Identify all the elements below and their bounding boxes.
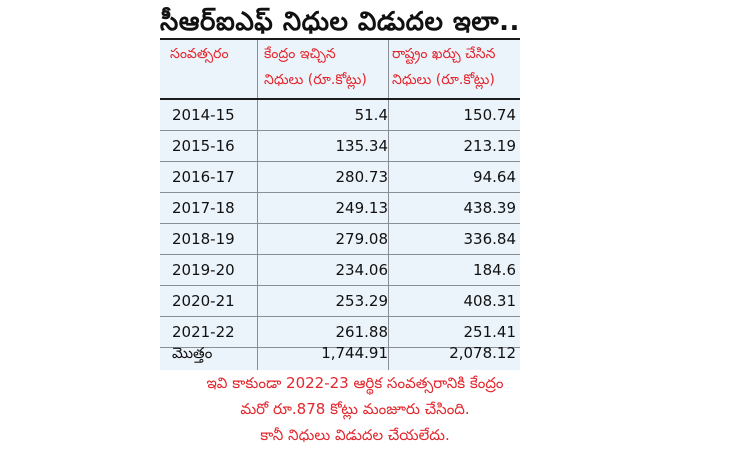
total-row: మొత్తం 1,744.91 2,078.12 xyxy=(160,338,520,368)
table-row: 2019-20 234.06 184.6 xyxy=(160,255,520,286)
header-central-line1: కేంద్రం ఇచ్చిన xyxy=(264,46,336,62)
footnote: ఇవి కాకుండా 2022-23 ఆర్థిక సంవత్సరానికి … xyxy=(160,370,550,448)
cell-central: 51.4 xyxy=(354,106,388,124)
footnote-line: కానీ నిధులు విడుదల చేయలేదు. xyxy=(260,426,450,444)
column-divider xyxy=(257,40,258,370)
cell-state: 408.31 xyxy=(463,292,517,310)
cell-year: 2016-17 xyxy=(172,168,235,186)
header-state-line1: రాష్ట్రం ఖర్చు చేసిన xyxy=(392,46,496,62)
cell-state: 184.6 xyxy=(473,261,516,279)
cell-central: 279.08 xyxy=(335,230,389,248)
total-state: 2,078.12 xyxy=(449,344,516,362)
table-row: 2017-18 249.13 438.39 xyxy=(160,193,520,224)
cell-year: 2014-15 xyxy=(172,106,235,124)
cell-year: 2017-18 xyxy=(172,199,235,217)
page-title: సీఆర్ఐఎఫ్ నిధుల విడుదల ఇలా.. xyxy=(160,7,520,37)
cell-state: 213.19 xyxy=(463,137,517,155)
cell-state: 336.84 xyxy=(463,230,517,248)
cell-central: 135.34 xyxy=(335,137,389,155)
cell-state: 438.39 xyxy=(463,199,517,217)
table-header: సంవత్సరం కేంద్రం ఇచ్చిన నిధులు (రూ.కోట్ల… xyxy=(160,40,520,100)
cell-central: 253.29 xyxy=(335,292,389,310)
cell-central: 234.06 xyxy=(335,261,389,279)
table-row: 2014-15 51.4 150.74 xyxy=(160,100,520,131)
cell-year: 2021-22 xyxy=(172,323,235,341)
table-row: 2021-22 261.88 251.41 xyxy=(160,317,520,348)
table-row: 2020-21 253.29 408.31 xyxy=(160,286,520,317)
header-state-line2: నిధులు (రూ.కోట్లు) xyxy=(392,72,495,88)
cell-year: 2015-16 xyxy=(172,137,235,155)
total-label: మొత్తం xyxy=(172,344,213,362)
cell-state: 251.41 xyxy=(463,323,517,341)
total-central: 1,744.91 xyxy=(321,344,388,362)
footnote-line: మరో రూ.878 కోట్లు మంజూరు చేసింది. xyxy=(240,400,470,418)
cell-central: 261.88 xyxy=(335,323,389,341)
table-row: 2015-16 135.34 213.19 xyxy=(160,131,520,162)
header-year: సంవత్సరం xyxy=(170,46,229,62)
cell-central: 249.13 xyxy=(335,199,389,217)
table-row: 2016-17 280.73 94.64 xyxy=(160,162,520,193)
column-divider xyxy=(388,40,389,370)
cell-state: 94.64 xyxy=(473,168,516,186)
header-central-line2: నిధులు (రూ.కోట్లు) xyxy=(264,72,367,88)
cell-year: 2018-19 xyxy=(172,230,235,248)
funds-table: సంవత్సరం కేంద్రం ఇచ్చిన నిధులు (రూ.కోట్ల… xyxy=(160,38,520,370)
cell-state: 150.74 xyxy=(463,106,517,124)
table-row: 2018-19 279.08 336.84 xyxy=(160,224,520,255)
cell-year: 2019-20 xyxy=(172,261,235,279)
cell-year: 2020-21 xyxy=(172,292,235,310)
footnote-line: ఇవి కాకుండా 2022-23 ఆర్థిక సంవత్సరానికి … xyxy=(206,374,504,392)
cell-central: 280.73 xyxy=(335,168,389,186)
